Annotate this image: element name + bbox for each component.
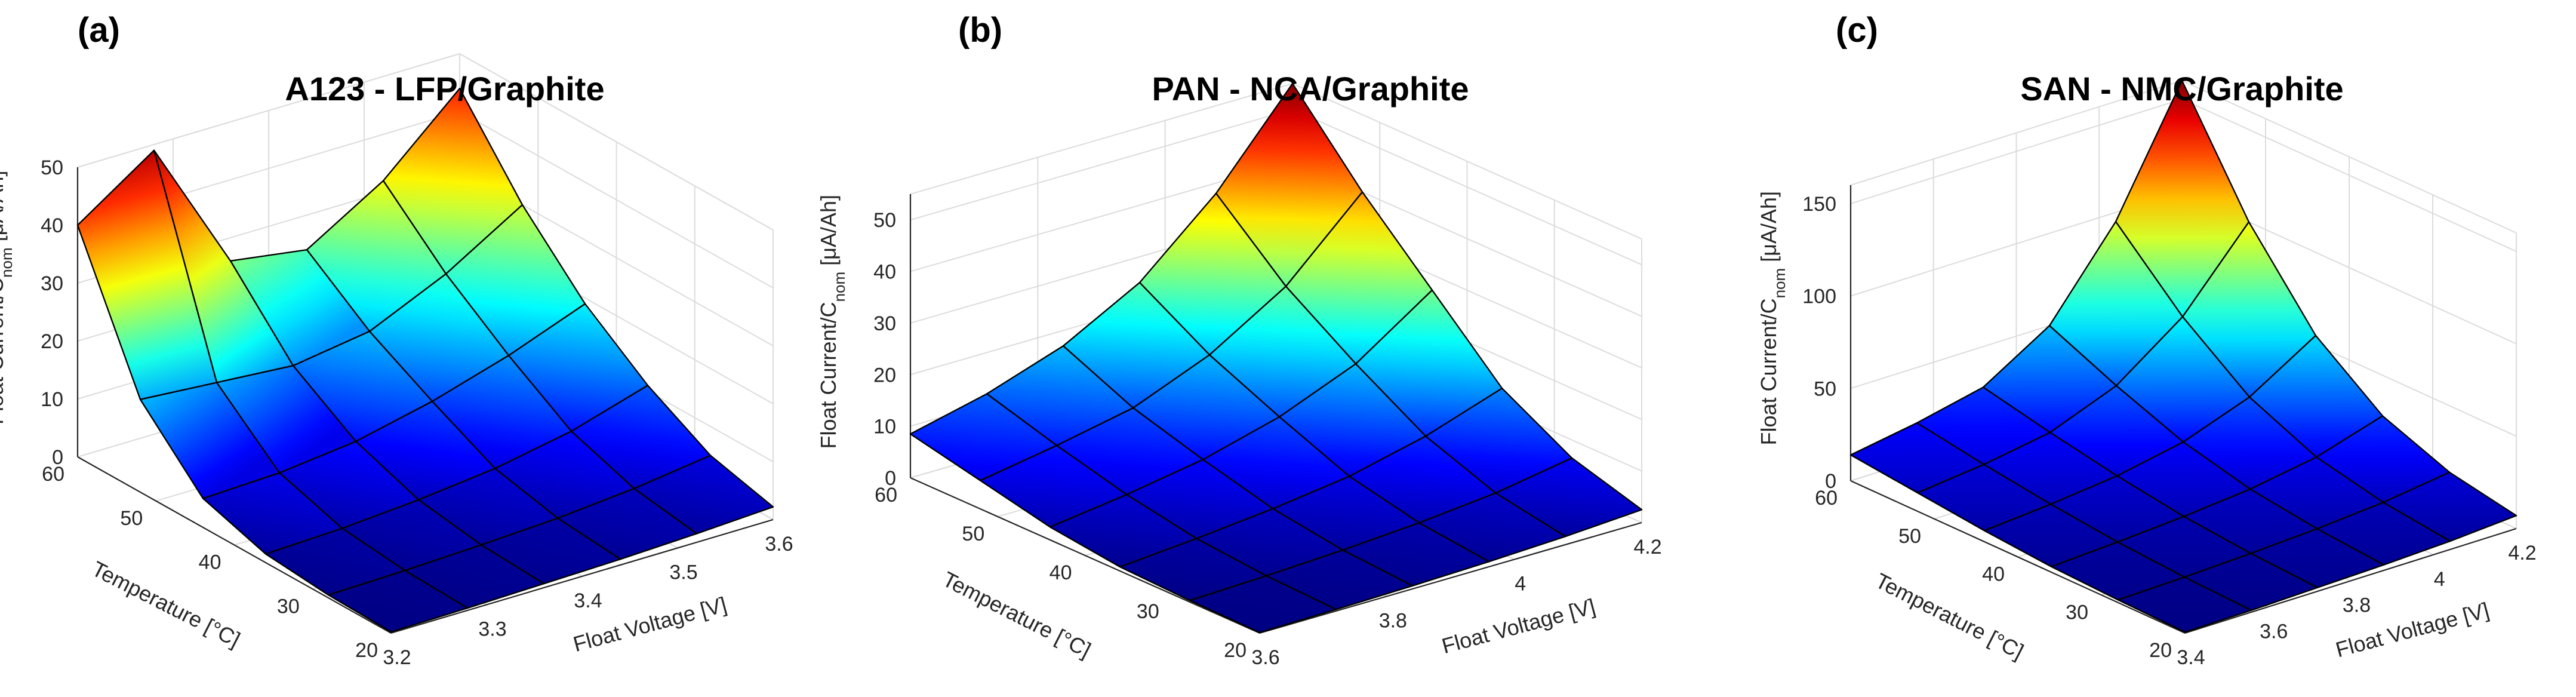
surface-facet [327, 570, 469, 633]
y-tick-label: 30 [277, 595, 300, 618]
x-axis-line [1259, 521, 1642, 634]
x-tick-label: 4 [1515, 573, 1526, 595]
x-tick-label: 3.3 [478, 618, 506, 641]
x-axis-label: Float Voltage [V] [1439, 594, 1598, 658]
y-tick-label: 50 [962, 523, 984, 545]
z-tick-label: 50 [1814, 377, 1836, 400]
axes-frame [76, 167, 774, 634]
pane-edge [1850, 80, 2183, 186]
x-tick-label: 3.8 [1379, 609, 1407, 632]
x-tick-label: 4.2 [1633, 536, 1661, 558]
chart-panel-1: 0 10 20 30 40 50 3.2 3.3 3.4 3.5 3.6 20 30 40 50 60 Floa… [0, 11, 793, 669]
z-axis-label: Float Current/Cnom [μA/Ah] [816, 195, 848, 449]
z-tick-label: 100 [1802, 285, 1836, 308]
axes-frame [909, 194, 1642, 634]
x-tick-label: 3.4 [2177, 646, 2205, 669]
surface-facet [1189, 575, 1337, 634]
x-tick-label: 3.6 [2260, 620, 2288, 643]
z-axis-label: Float Current/Cnom [μA/Ah] [1756, 191, 1789, 445]
y-tick-label: 20 [1224, 639, 1247, 662]
y-tick-label: 40 [1050, 561, 1072, 584]
surface [909, 82, 1643, 634]
grid-line [910, 109, 1293, 221]
z-axis-label-sub: nom [0, 247, 16, 278]
z-tick-label: 10 [873, 416, 896, 438]
y-tick-label: 20 [355, 639, 378, 662]
z-tick-label: 50 [873, 209, 896, 232]
z-axis-label-units: [μA/Ah] [0, 171, 8, 248]
panel-label: (c) [1836, 11, 1878, 50]
y-tick-label: 40 [199, 551, 221, 574]
y-axis-line [910, 477, 1260, 634]
y-tick-label: 60 [1815, 487, 1838, 509]
x-tick-label: 4 [2434, 568, 2445, 591]
x-tick-label: 3.6 [765, 533, 793, 555]
chart-panel-2: 0 10 20 30 40 50 3.6 3.8 4 4.2 20 30 40 50 60 Float Vol… [816, 11, 1662, 669]
panel-label: (b) [958, 11, 1002, 50]
x-tick-label: 3.5 [669, 561, 697, 584]
panel-label: (a) [78, 11, 120, 50]
y-tick-label: 30 [1137, 600, 1159, 623]
y-tick-label: 50 [120, 507, 143, 530]
z-tick-label: 150 [1802, 193, 1836, 216]
surface [76, 87, 774, 633]
y-axis-line [77, 456, 392, 634]
tick-labels: 0 10 20 30 40 50 3.2 3.3 3.4 3.5 3.6 20 30 40 50 60 [41, 156, 793, 669]
chart-title: SAN - NMC/Graphite [2020, 70, 2343, 108]
surface-facet [2117, 576, 2252, 633]
pane-edge [77, 53, 460, 168]
z-tick-label: 20 [873, 364, 896, 386]
chart-title: PAN - NCA/Graphite [1152, 70, 1469, 108]
z-axis-label-main: Float Current/C [816, 302, 841, 449]
y-tick-label: 40 [1982, 563, 2005, 586]
z-tick-label: 20 [41, 330, 63, 353]
y-tick-label: 60 [875, 484, 897, 506]
z-axis-label-sub: nom [830, 272, 848, 302]
z-tick-label: 0 [52, 446, 63, 469]
y-tick-label: 50 [1898, 525, 1921, 548]
pane-edge [1292, 83, 1642, 240]
chart-title: A123 - LFP/Graphite [285, 70, 604, 108]
z-tick-label: 10 [41, 388, 63, 411]
x-tick-label: 3.4 [574, 589, 602, 612]
z-tick-label: 30 [873, 312, 896, 335]
z-axis-label-units: [μA/Ah] [1756, 191, 1781, 268]
y-tick-label: 20 [2149, 639, 2172, 662]
y-tick-label: 30 [2066, 601, 2088, 624]
z-axis-label-main: Float Current/C [0, 278, 8, 425]
tick-labels: 0 50 100 150 3.4 3.6 3.8 4 4.2 20 30 40 50 60 [1802, 193, 2536, 669]
x-tick-label: 3.2 [383, 646, 411, 669]
x-axis-line [390, 518, 774, 634]
z-tick-label: 0 [1825, 470, 1836, 493]
surface [1849, 79, 2517, 633]
pane-edge [910, 83, 1293, 195]
z-axis-label-main: Float Current/C [1756, 298, 1781, 445]
x-axis-line [2184, 527, 2517, 634]
z-tick-label: 40 [41, 214, 63, 237]
x-tick-label: 3.8 [2343, 594, 2371, 617]
x-tick-label: 3.6 [1251, 646, 1279, 669]
z-axis-label-units: [μA/Ah] [816, 195, 841, 272]
z-tick-label: 50 [41, 156, 63, 179]
pane-edge [459, 53, 774, 231]
y-axis-line [1850, 480, 2186, 634]
x-tick-label: 4.2 [2508, 542, 2536, 564]
pane-edge [2181, 80, 2517, 234]
tick-labels: 0 10 20 30 40 50 3.6 3.8 4 4.2 20 30 40 50 60 [873, 209, 1661, 669]
z-axis-label: Float Current/Cnom [μA/Ah] [0, 171, 16, 425]
y-tick-label: 60 [42, 463, 64, 486]
z-tick-label: 0 [885, 467, 896, 490]
axes-frame [1849, 185, 2517, 634]
z-tick-label: 40 [873, 261, 896, 284]
z-axis-label-sub: nom [1771, 268, 1789, 299]
z-tick-label: 30 [41, 272, 63, 295]
